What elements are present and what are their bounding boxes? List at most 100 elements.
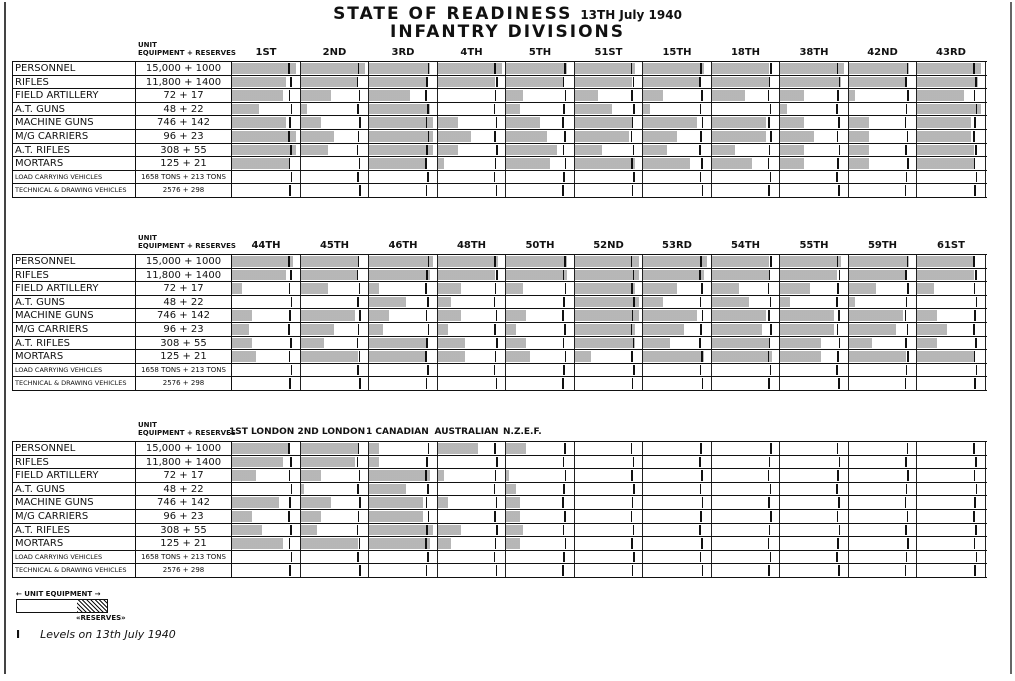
unit-equipment-marker (427, 443, 430, 454)
readiness-level-bar (711, 90, 746, 101)
unit-equipment-marker (564, 538, 567, 549)
readiness-level-bar (574, 90, 599, 101)
establishment-value: 96 + 23 (136, 129, 232, 143)
readiness-level-bar (369, 90, 410, 101)
unit-equipment-marker (494, 443, 496, 454)
unit-equipment-marker (768, 269, 771, 281)
readiness-cell (437, 350, 506, 363)
readiness-level-bar (506, 443, 527, 454)
readiness-cell (849, 482, 917, 496)
readiness-level-bar (711, 351, 773, 362)
readiness-cell (300, 102, 369, 116)
readiness-level-bar (848, 144, 869, 156)
readiness-level-bar (506, 256, 567, 267)
readiness-level-bar (506, 323, 517, 335)
unit-equipment-marker (493, 296, 496, 308)
unit-equipment-marker (427, 63, 430, 74)
unit-equipment-marker (905, 269, 907, 281)
readiness-level-bar (232, 158, 290, 169)
unit-equipment-marker (495, 117, 498, 128)
unit-equipment-marker (631, 158, 633, 169)
readiness-level-bar (574, 310, 639, 321)
unit-equipment-marker (700, 63, 702, 74)
readiness-level-bar (917, 310, 938, 321)
unit-equipment-marker (768, 144, 771, 156)
readiness-cell (369, 377, 438, 390)
unit-equipment-marker (907, 158, 909, 169)
unit-equipment-marker (632, 456, 635, 468)
readiness-cell (712, 170, 780, 184)
unit-equipment-marker (290, 296, 293, 308)
readiness-cell (643, 89, 712, 102)
readiness-cell (849, 509, 917, 523)
unit-equipment-marker (632, 269, 635, 281)
readiness-cell (437, 75, 506, 89)
readiness-level-bar (643, 158, 691, 169)
unit-equipment-marker (974, 378, 976, 389)
readiness-cell (643, 377, 712, 390)
unit-equipment-marker (288, 538, 291, 549)
readiness-cell (369, 322, 438, 336)
readiness-level-bar (437, 256, 499, 267)
unit-label: UNIT (138, 41, 157, 49)
readiness-level-bar (232, 269, 286, 281)
unit-equipment-marker (359, 185, 361, 196)
unit-equipment-marker (769, 551, 772, 563)
readiness-cell (712, 102, 780, 116)
unit-equipment-marker (631, 117, 634, 128)
equipment-reserves-label: EQUIPMENT + RESERVES (138, 49, 236, 57)
unit-equipment-marker (426, 144, 428, 156)
readiness-cell (780, 116, 849, 129)
readiness-cell (506, 268, 575, 282)
readiness-level-bar (437, 443, 478, 454)
readiness-cell (848, 62, 917, 75)
division-header: 44TH (251, 240, 281, 251)
readiness-cell (574, 129, 643, 143)
unit-equipment-marker (357, 510, 360, 522)
readiness-cell (369, 184, 438, 197)
readiness-cell (232, 469, 301, 482)
readiness-cell (643, 363, 712, 377)
readiness-level-bar (300, 103, 308, 115)
readiness-level-bar (232, 351, 256, 362)
readiness-cell (301, 363, 369, 377)
readiness-cell (574, 157, 643, 170)
unit-equipment-marker (699, 551, 702, 563)
readiness-level-bar (643, 351, 704, 362)
establishment-value: 15,000 + 1000 (136, 442, 232, 455)
readiness-cell (438, 184, 506, 197)
readiness-cell (917, 482, 986, 496)
unit-equipment-marker (426, 269, 428, 281)
readiness-level-bar (711, 256, 769, 267)
unit-equipment-marker (631, 310, 634, 321)
readiness-cell (437, 442, 506, 455)
unit-equipment-marker (975, 337, 977, 349)
unit-equipment-marker (632, 337, 635, 349)
readiness-level-bar (711, 76, 769, 88)
table-row: A.T. RIFLES 308 + 55 (12, 523, 987, 538)
readiness-level-bar (643, 323, 684, 335)
readiness-cell (437, 129, 506, 143)
readiness-cell (232, 184, 301, 197)
readiness-cell (848, 129, 917, 143)
unit-equipment-marker (973, 283, 976, 294)
readiness-level-bar (848, 269, 906, 281)
unit-equipment-marker (973, 510, 975, 522)
unit-equipment-marker (425, 185, 428, 196)
unit-equipment-marker (973, 538, 976, 549)
unit-equipment-marker (356, 337, 359, 349)
unit-equipment-marker (630, 130, 633, 142)
unit-equipment-marker (359, 378, 361, 389)
readiness-cell (849, 102, 917, 116)
category-label: RIFLES (12, 268, 136, 282)
category-label: MACHINE GUNS (12, 116, 136, 129)
readiness-level-bar (232, 144, 297, 156)
readiness-cell (712, 469, 780, 482)
unit-equipment-marker (494, 323, 496, 335)
unit-equipment-marker (767, 351, 770, 362)
unit-equipment-marker (975, 76, 977, 88)
establishment-value: 96 + 23 (136, 322, 232, 336)
readiness-cell (712, 377, 780, 390)
readiness-cell (232, 116, 301, 129)
unit-equipment-marker (973, 351, 976, 362)
